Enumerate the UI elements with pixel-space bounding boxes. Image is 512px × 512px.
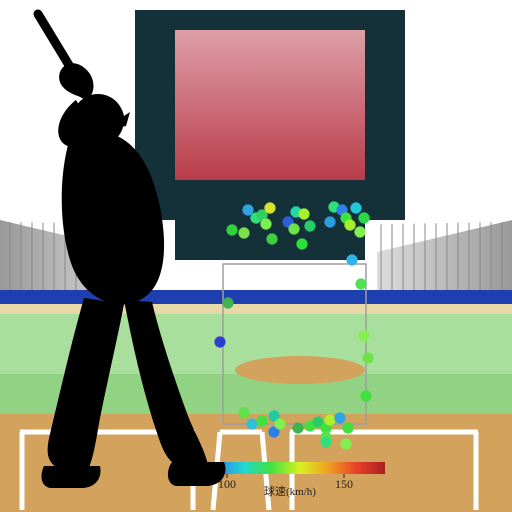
pitch-marker bbox=[325, 217, 335, 227]
pitch-marker bbox=[355, 227, 365, 237]
pitch-marker bbox=[361, 391, 371, 401]
pitch-marker bbox=[275, 419, 285, 429]
pitch-marker bbox=[343, 423, 353, 433]
pitch-marker bbox=[347, 255, 357, 265]
pitch-marker bbox=[261, 219, 271, 229]
pitch-marker bbox=[359, 331, 369, 341]
pitch-marker bbox=[223, 298, 233, 308]
pitch-marker bbox=[239, 408, 249, 418]
pitch-location-chart: 100150球速(km/h) bbox=[0, 0, 512, 512]
pitch-marker bbox=[297, 239, 307, 249]
pitch-marker bbox=[267, 234, 277, 244]
pitch-marker bbox=[341, 439, 351, 449]
pitch-marker bbox=[227, 225, 237, 235]
pitch-marker bbox=[321, 437, 331, 447]
pitch-marker bbox=[293, 423, 303, 433]
colorbar-axis-label: 球速(km/h) bbox=[264, 484, 316, 498]
pitch-marker bbox=[239, 228, 249, 238]
pitch-marker bbox=[359, 213, 369, 223]
pitch-marker bbox=[325, 415, 335, 425]
colorbar-tick-label: 150 bbox=[335, 477, 353, 491]
pitch-marker bbox=[265, 203, 275, 213]
pitch-marker bbox=[351, 203, 361, 213]
pitch-marker bbox=[215, 337, 225, 347]
pitch-marker bbox=[289, 224, 299, 234]
pitch-marker bbox=[257, 416, 267, 426]
pitch-marker bbox=[299, 209, 309, 219]
pitch-marker bbox=[335, 413, 345, 423]
pitch-marker bbox=[243, 205, 253, 215]
pitch-marker bbox=[345, 220, 355, 230]
pitch-marker bbox=[363, 353, 373, 363]
pitch-marker bbox=[305, 221, 315, 231]
pitch-marker bbox=[356, 279, 366, 289]
pitch-marker bbox=[247, 419, 257, 429]
